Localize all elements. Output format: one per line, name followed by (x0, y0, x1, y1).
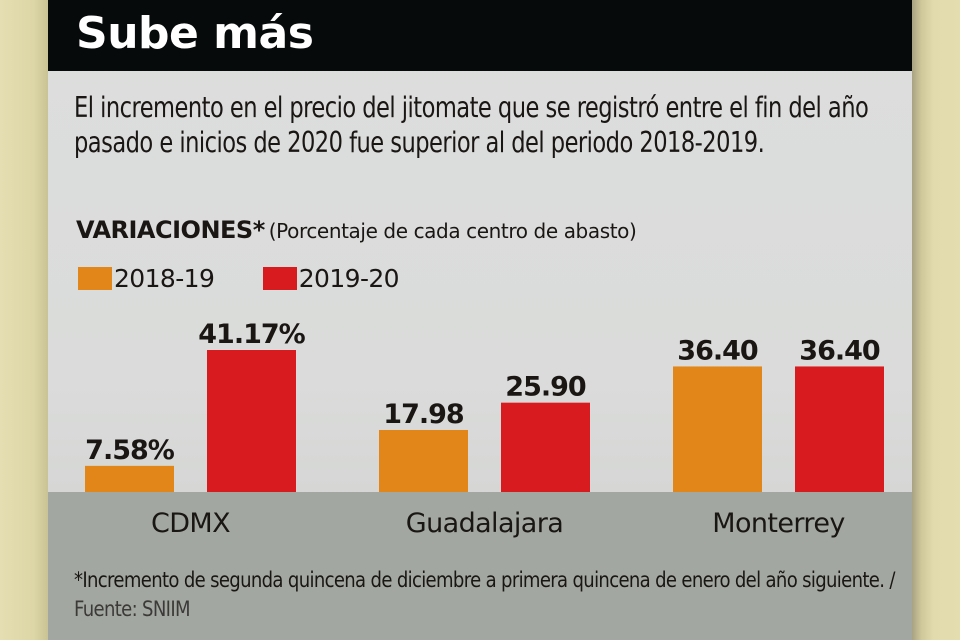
footnote: *Incremento de segunda quincena de dicie… (74, 566, 912, 624)
infographic-title: Sube más (76, 8, 314, 59)
header-bar: Sube más (48, 0, 912, 71)
intro-text: El incremento en el precio del jitomate … (74, 91, 869, 159)
bar-cdmx-2019-20 (207, 350, 296, 492)
baseline-band (48, 492, 912, 640)
legend-label-2019-20: 2019-20 (298, 264, 400, 293)
footnote-text: *Incremento de segunda quincena de dicie… (74, 568, 895, 593)
legend-swatch-2019-20 (262, 267, 297, 290)
category-label-monterrey: Monterrey (712, 508, 845, 539)
chart-heading: VARIACIONES* (76, 216, 265, 244)
legend-label-2018-19: 2018-19 (114, 264, 215, 293)
data-label-monterrey-2018-19: 36.40 (677, 335, 758, 366)
legend-swatch-2018-19 (78, 267, 112, 290)
bar-cdmx-2018-19 (85, 465, 174, 492)
page-edge-right (912, 0, 960, 640)
data-label-guadalajara-2018-19: 17.98 (383, 399, 464, 430)
data-label-cdmx-2018-19: 7.58% (85, 435, 175, 466)
bar-monterrey-2019-20 (795, 366, 884, 492)
legend-item-2019-20: 2019-20 (262, 264, 400, 293)
data-label-guadalajara-2019-20: 25.90 (505, 372, 586, 403)
page-edge-left (0, 0, 48, 640)
bar-guadalajara-2018-19 (379, 429, 468, 492)
chart-units-note: (Porcentaje de cada centro de abasto) (268, 219, 637, 243)
source-credit: Fuente: SNIIM (74, 597, 191, 622)
data-label-monterrey-2019-20: 36.40 (799, 335, 880, 366)
infographic-panel: Sube más El incremento en el precio del … (48, 0, 912, 640)
category-label-guadalajara: Guadalajara (406, 508, 563, 539)
bar-monterrey-2018-19 (673, 366, 762, 492)
chart-legend: 2018-19 2019-20 (78, 264, 443, 294)
chart-subtitle: VARIACIONES* (Porcentaje de cada centro d… (76, 216, 637, 244)
legend-item-2018-19: 2018-19 (78, 264, 215, 293)
bar-chart: 7.58% 41.17% CDMX 17.98 25.90 Guadalajara 36.4… (85, 319, 884, 539)
category-label-cdmx: CDMX (151, 508, 230, 539)
bar-guadalajara-2019-20 (501, 402, 590, 492)
data-label-cdmx-2019-20: 41.17% (198, 319, 305, 350)
